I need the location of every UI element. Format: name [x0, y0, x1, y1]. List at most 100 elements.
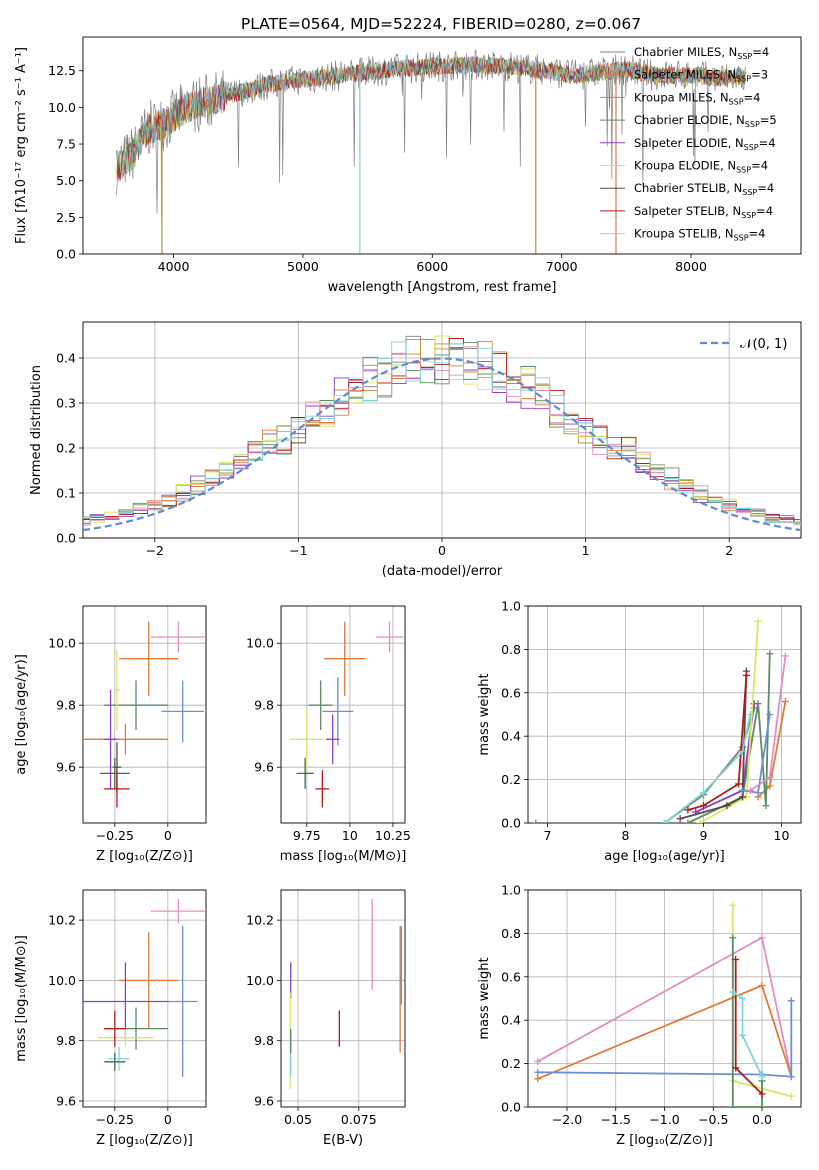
weight-marker	[739, 786, 746, 794]
weight-vs-z-frame	[527, 889, 802, 1108]
weight-marker	[766, 711, 774, 718]
histogram-series	[83, 338, 801, 523]
weight-marker	[746, 711, 754, 718]
x-tick-label: 0	[438, 543, 446, 558]
y-tick-label: 0.6	[501, 685, 521, 700]
x-tick-label: 10.25	[375, 828, 411, 843]
legend-text: Salpeter STELIB, N	[634, 204, 741, 218]
weight-marker	[729, 988, 737, 996]
mass-vs-ebv-axes: 0.05 0.075 9.6 9.8 10.0 10.2 E(B-V)	[246, 889, 406, 1148]
legend-count: =4	[759, 136, 776, 150]
x-axis-label: (data-model)/error	[382, 564, 503, 579]
weight-marker	[696, 819, 704, 823]
legend-count: =4	[749, 227, 766, 241]
weight-marker	[532, 819, 540, 823]
y-tick-label: 10.0	[246, 973, 274, 988]
legend-subscript: SSP	[729, 97, 744, 106]
histograms	[83, 335, 801, 532]
weight-vs-z-axes: −2.0 −1.5 −1.0 −0.5 0.0 0.0 0.2 0.4 0.6 0.8 1.0 Z […	[477, 883, 802, 1148]
y-tick-label: 10.2	[48, 913, 76, 928]
weight-marker	[762, 802, 770, 810]
x-axis-label: E(B-V)	[323, 1133, 363, 1148]
spectrum-frame	[82, 36, 802, 255]
x-tick-label: 4000	[158, 259, 190, 274]
y-tick-label: 0.4	[56, 351, 76, 366]
legend-text: Kroupa ELODIE, N	[634, 159, 736, 173]
weight-marker	[754, 789, 762, 797]
spectrum-series	[116, 56, 746, 175]
y-tick-label: 10.0	[246, 636, 274, 651]
y-tick-label: 0.8	[501, 926, 521, 941]
weight-marker	[746, 786, 754, 794]
y-tick-label: 9.6	[56, 1093, 76, 1108]
y-tick-label: 9.8	[254, 1033, 274, 1048]
spectrum-lines	[116, 49, 746, 254]
y-tick-label: 10.0	[48, 100, 76, 115]
weight-line	[663, 714, 752, 823]
y-tick-label: 12.5	[48, 63, 76, 78]
x-tick-label: −0.5	[698, 1112, 728, 1127]
y-axis-label: mass weight	[477, 673, 492, 755]
x-axis-label: mass [log₁₀(M/M⊙)]	[280, 849, 407, 864]
x-tick-label: −1.0	[649, 1112, 679, 1127]
legend-subscript: SSP	[734, 234, 749, 243]
y-tick-label: 1.0	[501, 599, 521, 614]
y-tick-label: 0.2	[56, 441, 76, 456]
y-tick-label: 9.8	[56, 1033, 76, 1048]
x-tick-label: −1	[289, 543, 307, 558]
weight-line	[687, 675, 748, 811]
mass-vs-ebv-frame	[280, 889, 406, 1108]
mass-vs-z-frame	[82, 889, 207, 1108]
age-vs-mass-axes: 9.75 10 10.25 9.6 9.8 10.0 mass [log₁₀(M/M⊙)]	[246, 605, 411, 864]
age-vs-z-points	[83, 621, 206, 808]
x-axis-label: age [log₁₀(age/yr)]	[604, 849, 725, 864]
weight-vs-z-series	[534, 901, 795, 1107]
legend-label: Salpeter STELIB, NSSP=4	[634, 204, 773, 220]
figure-title: PLATE=0564, MJD=52224, FIBERID=0280, z=0…	[241, 15, 641, 33]
y-tick-label: 0.0	[56, 531, 76, 546]
age-vs-mass-points	[289, 621, 404, 808]
y-axis-label: Normed distribution	[29, 365, 44, 495]
x-tick-label: 5000	[287, 259, 319, 274]
weight-marker	[684, 819, 692, 823]
weight-marker	[534, 1068, 542, 1076]
legend-subscript: SSP	[736, 75, 751, 84]
weight-line	[537, 1000, 793, 1078]
x-tick-label: 1	[582, 543, 590, 558]
histogram-series	[83, 339, 801, 521]
legend-subscript: SSP	[741, 211, 756, 220]
gaussian-curve	[83, 357, 801, 532]
y-tick-label: 9.6	[56, 760, 76, 775]
x-tick-label: 9.75	[293, 828, 321, 843]
x-axis-label: wavelength [Angstrom, rest frame]	[328, 280, 557, 295]
y-axis-label: mass weight	[477, 957, 492, 1039]
weight-vs-age-series	[532, 617, 789, 823]
legend-count: =5	[760, 113, 777, 127]
legend-subscript: SSP	[742, 188, 757, 197]
y-tick-label: 0.4	[501, 1013, 521, 1028]
y-tick-label: 1.0	[501, 883, 521, 898]
weight-marker	[787, 997, 795, 1005]
weight-marker	[787, 1092, 795, 1100]
weight-marker	[534, 1057, 542, 1065]
weight-marker	[758, 1103, 766, 1107]
weight-marker	[729, 1103, 737, 1107]
y-tick-label: 0.6	[501, 969, 521, 984]
legend-count: =4	[752, 45, 769, 59]
legend-text: Kroupa MILES, N	[634, 90, 729, 104]
legend-label: Salpeter ELODIE, NSSP=4	[634, 136, 776, 152]
x-tick-label: 8	[622, 828, 630, 843]
weight-marker	[684, 806, 692, 814]
y-tick-label: 0.3	[56, 396, 76, 411]
legend-text: Chabrier ELODIE, N	[634, 113, 745, 127]
y-axis-label: mass [log₁₀(M/M⊙)]	[14, 935, 29, 1062]
legend-text: Salpeter MILES, N	[634, 68, 736, 82]
y-tick-label: 0.2	[501, 772, 521, 787]
legend-count: =4	[757, 181, 774, 195]
mass-vs-z-axes: −0.25 0 9.6 9.8 10.0 10.2 Z [log₁₀(Z/Z⊙)] mass …	[14, 889, 207, 1148]
legend-text: Chabrier STELIB, N	[634, 181, 742, 195]
weight-marker	[739, 747, 746, 755]
legend-subscript: SSP	[745, 120, 760, 129]
